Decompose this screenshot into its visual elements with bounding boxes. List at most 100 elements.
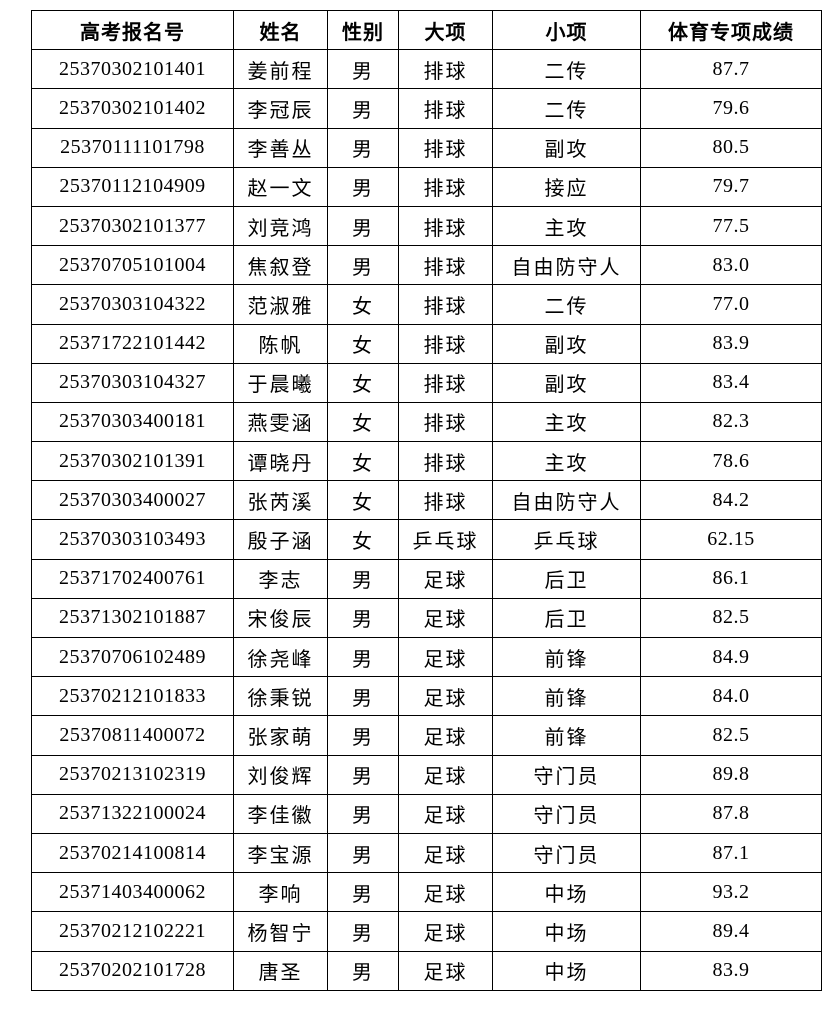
cell-subcategory: 副攻 xyxy=(492,323,641,364)
table-row: 25371302101887 宋俊辰男足球 后卫 82.5 xyxy=(31,597,822,639)
cell-category: 排球 xyxy=(398,480,493,521)
table-row: 25370303400027 张芮溪女排球 自由防守人 84.2 xyxy=(31,480,822,521)
cell-name: 谭晓丹 xyxy=(233,441,328,482)
cell-category: 排球 xyxy=(398,127,493,168)
cell-name: 刘竞鸿 xyxy=(233,205,328,247)
cell-score: 82.5 xyxy=(640,715,822,756)
cell-name: 李宝源 xyxy=(233,832,328,874)
cell-name: 姜前程 xyxy=(233,49,328,90)
cell-category: 排球 xyxy=(398,166,493,207)
cell-category: 足球 xyxy=(398,558,493,599)
table-row: 25370302101391 谭晓丹女排球 主攻 78.6 xyxy=(31,441,822,482)
cell-gender: 女 xyxy=(327,323,399,364)
header-exam-id: 高考报名号 xyxy=(31,9,234,51)
cell-category: 排球 xyxy=(398,323,493,364)
cell-score: 82.3 xyxy=(640,401,822,443)
cell-category: 排球 xyxy=(398,49,493,90)
cell-category: 足球 xyxy=(398,832,493,874)
cell-name: 殷子涵 xyxy=(233,519,328,560)
cell-gender: 男 xyxy=(327,166,399,207)
table-row: 25370303103493 殷子涵女乒乓球 乒乓球 62.15 xyxy=(31,519,822,560)
cell-subcategory: 中场 xyxy=(492,872,641,913)
cell-score: 83.9 xyxy=(640,323,822,364)
cell-category: 排球 xyxy=(398,362,493,403)
cell-score: 84.0 xyxy=(640,676,822,717)
cell-exam-id: 25370706102489 xyxy=(31,636,234,678)
cell-name: 赵一文 xyxy=(233,166,328,207)
cell-exam-id: 25370303400027 xyxy=(31,480,234,521)
cell-gender: 女 xyxy=(327,362,399,403)
table-row: 25370705101004 焦叙登男排球 自由防守人 83.0 xyxy=(31,245,822,286)
cell-gender: 男 xyxy=(327,245,399,286)
cell-exam-id: 25371403400062 xyxy=(31,872,234,913)
cell-subcategory: 副攻 xyxy=(492,127,641,168)
cell-gender: 女 xyxy=(327,284,399,325)
cell-score: 86.1 xyxy=(640,558,822,599)
cell-gender: 男 xyxy=(327,597,399,639)
header-category: 大项 xyxy=(398,9,493,51)
cell-category: 足球 xyxy=(398,597,493,639)
cell-subcategory: 后卫 xyxy=(492,597,641,639)
cell-score: 77.0 xyxy=(640,284,822,325)
cell-exam-id: 25370811400072 xyxy=(31,715,234,756)
table-row: 25371702400761 李志男足球 后卫 86.1 xyxy=(31,558,822,599)
cell-category: 足球 xyxy=(398,793,493,834)
cell-gender: 女 xyxy=(327,519,399,560)
cell-name: 李响 xyxy=(233,872,328,913)
cell-subcategory: 二传 xyxy=(492,284,641,325)
cell-gender: 男 xyxy=(327,911,399,952)
cell-gender: 男 xyxy=(327,127,399,168)
cell-subcategory: 后卫 xyxy=(492,558,641,599)
cell-gender: 男 xyxy=(327,715,399,756)
cell-name: 张家萌 xyxy=(233,715,328,756)
cell-score: 77.5 xyxy=(640,205,822,247)
cell-gender: 男 xyxy=(327,88,399,129)
cell-score: 79.7 xyxy=(640,166,822,207)
cell-score: 87.8 xyxy=(640,793,822,834)
cell-subcategory: 主攻 xyxy=(492,205,641,247)
table-row: 25371322100024 李佳徽男足球 守门员 87.8 xyxy=(31,793,822,834)
cell-exam-id: 25370202101728 xyxy=(31,950,234,991)
cell-gender: 男 xyxy=(327,832,399,874)
table-row: 25370303400181 燕雯涵女排球 主攻 82.3 xyxy=(31,401,822,443)
cell-name: 李善丛 xyxy=(233,127,328,168)
cell-subcategory: 乒乓球 xyxy=(492,519,641,560)
table-row: 25370303104327 于晨曦女排球 副攻 83.4 xyxy=(31,362,822,403)
cell-name: 李志 xyxy=(233,558,328,599)
cell-subcategory: 自由防守人 xyxy=(492,245,641,286)
cell-category: 排球 xyxy=(398,245,493,286)
cell-score: 82.5 xyxy=(640,597,822,639)
table-header-row: 高考报名号 姓名 性别 大项 小项 体育专项成绩 xyxy=(31,9,822,51)
cell-exam-id: 25370705101004 xyxy=(31,245,234,286)
table-row: 25370303104322 范淑雅女排球 二传 77.0 xyxy=(31,284,822,325)
table-row: 25370212101833 徐秉锐男足球 前锋 84.0 xyxy=(31,676,822,717)
cell-subcategory: 自由防守人 xyxy=(492,480,641,521)
cell-score: 83.9 xyxy=(640,950,822,991)
header-score: 体育专项成绩 xyxy=(640,9,822,51)
header-name: 姓名 xyxy=(233,9,328,51)
cell-exam-id: 25370213102319 xyxy=(31,754,234,795)
table-row: 25370213102319 刘俊辉男足球 守门员 89.8 xyxy=(31,754,822,795)
table-row: 25370112104909 赵一文男排球 接应 79.7 xyxy=(31,166,822,207)
cell-subcategory: 守门员 xyxy=(492,832,641,874)
table-row: 25370202101728 唐圣男足球 中场 83.9 xyxy=(31,950,822,991)
cell-gender: 女 xyxy=(327,401,399,443)
table-row: 25370212102221 杨智宁男足球 中场 89.4 xyxy=(31,911,822,952)
table-row: 25370302101377 刘竞鸿男排球 主攻 77.5 xyxy=(31,205,822,247)
cell-score: 89.4 xyxy=(640,911,822,952)
cell-gender: 男 xyxy=(327,49,399,90)
cell-name: 李冠辰 xyxy=(233,88,328,129)
cell-gender: 男 xyxy=(327,205,399,247)
cell-category: 足球 xyxy=(398,676,493,717)
cell-exam-id: 25371302101887 xyxy=(31,597,234,639)
cell-category: 排球 xyxy=(398,205,493,247)
cell-exam-id: 25370303104327 xyxy=(31,362,234,403)
cell-score: 80.5 xyxy=(640,127,822,168)
cell-gender: 男 xyxy=(327,558,399,599)
cell-subcategory: 中场 xyxy=(492,911,641,952)
cell-exam-id: 25370112104909 xyxy=(31,166,234,207)
cell-name: 燕雯涵 xyxy=(233,401,328,443)
cell-category: 乒乓球 xyxy=(398,519,493,560)
cell-category: 足球 xyxy=(398,754,493,795)
cell-name: 于晨曦 xyxy=(233,362,328,403)
